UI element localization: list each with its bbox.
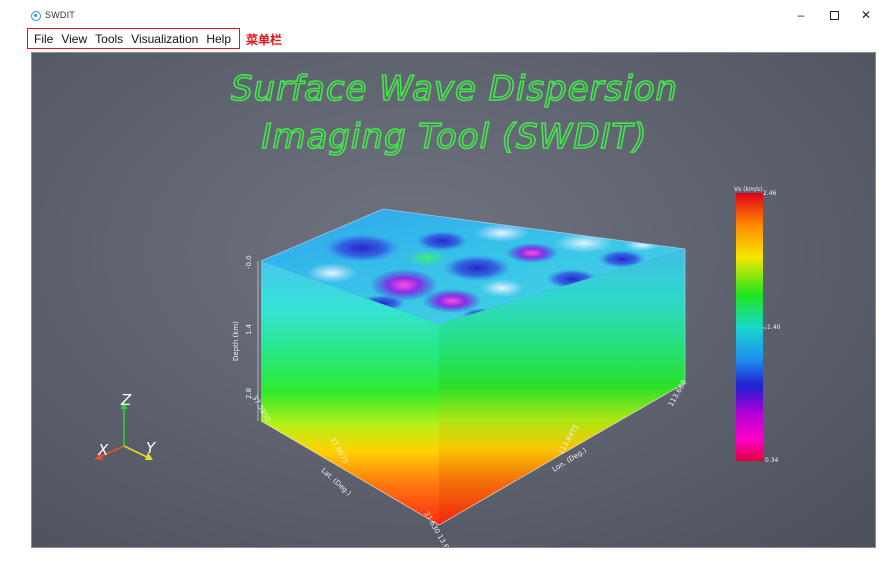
volume-render[interactable]: Depth (km) -0.0 1.4 2.8 37.5950 37.6075 …	[32, 53, 876, 548]
window-title: SWDIT	[45, 10, 75, 20]
window-titlebar: SWDIT – ✕	[0, 0, 894, 28]
minimize-button[interactable]: –	[797, 8, 805, 22]
colorbar-min-label: 0.34	[765, 457, 779, 464]
triad-y-label: Y	[146, 439, 157, 457]
menu-visualization[interactable]: Visualization	[131, 31, 199, 46]
depth-tick-1: 1.4	[245, 323, 253, 335]
depth-tick-0: -0.0	[245, 255, 253, 269]
volume-front-right-face	[439, 249, 685, 525]
close-button[interactable]: ✕	[860, 8, 872, 22]
colorbar-max-label: 2.46	[763, 190, 777, 197]
menubar-annotation: 菜单栏	[246, 33, 283, 47]
colorbar	[736, 193, 763, 461]
triad-x-label: X	[97, 441, 109, 459]
depth-axis: Depth (km) -0.0 1.4 2.8	[232, 255, 259, 421]
render-viewport[interactable]: Surface Wave Dispersion Imaging Tool (SW…	[31, 52, 876, 548]
depth-tick-2: 2.8	[245, 388, 253, 399]
orientation-triad: Z X Y	[94, 391, 157, 460]
menu-bar: File View Tools Visualization Help	[27, 28, 240, 49]
maximize-icon	[829, 10, 839, 20]
depth-axis-label: Depth (km)	[232, 321, 240, 361]
menu-file[interactable]: File	[34, 31, 54, 46]
maximize-button[interactable]	[819, 4, 849, 26]
menu-tools[interactable]: Tools	[95, 31, 124, 46]
viewport-title-line-1: Surface Wave Dispersion	[230, 68, 679, 110]
viewport-title-line-2: Imaging Tool (SWDIT)	[261, 116, 648, 158]
menu-view[interactable]: View	[61, 31, 88, 46]
app-logo-icon	[31, 11, 41, 21]
triad-z-label: Z	[120, 391, 132, 409]
menu-help[interactable]: Help	[206, 31, 231, 46]
colorbar-title: Vs (km/s)	[734, 186, 763, 193]
colorbar-mid-label: 1.40	[767, 324, 781, 331]
volume-front-left-face	[261, 261, 439, 525]
